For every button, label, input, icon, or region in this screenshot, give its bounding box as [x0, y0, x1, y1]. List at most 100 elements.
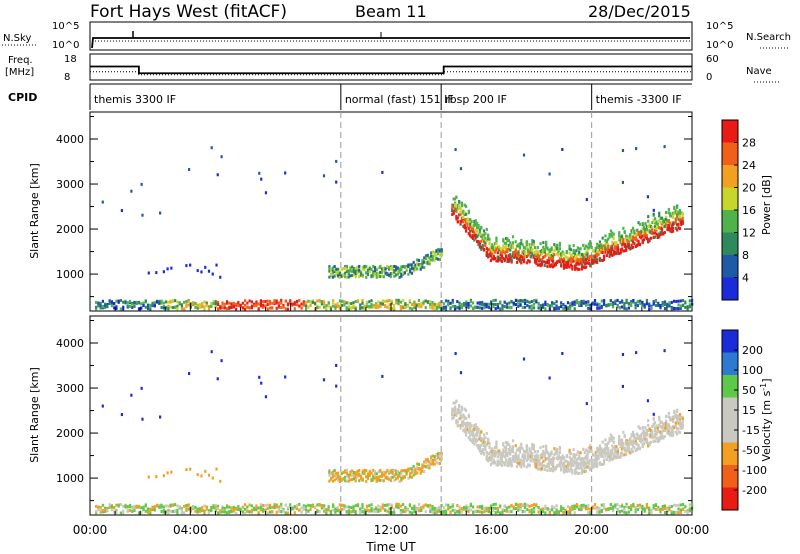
- power-cell: [522, 252, 526, 256]
- power-cell: [502, 246, 505, 250]
- velocity-cell: [455, 419, 458, 423]
- power-cell: [338, 306, 342, 310]
- power-cell: [347, 275, 350, 279]
- power-cell: [580, 263, 584, 267]
- velocity-cell: [532, 503, 536, 507]
- power-cell: [466, 224, 469, 228]
- velocity-cell: [211, 476, 214, 480]
- cpid-segment-label: rbsp 200 IF: [445, 93, 507, 106]
- velocity-cell: [506, 454, 509, 458]
- velocity-cell: [681, 420, 684, 424]
- velocity-cell: [377, 475, 380, 479]
- velocity-cell: [389, 479, 392, 483]
- power-cell: [423, 260, 426, 264]
- power-cell: [568, 245, 571, 249]
- power-cell: [417, 263, 421, 267]
- power-cell: [591, 249, 595, 253]
- power-cell: [560, 262, 563, 266]
- power-cell: [354, 269, 357, 273]
- power-cell: [678, 227, 682, 231]
- velocity-cell: [586, 465, 589, 469]
- velocity-cell: [524, 454, 527, 458]
- velocity-cell: [585, 455, 588, 459]
- velocity-cell: [516, 460, 519, 464]
- velocity-cell: [539, 453, 542, 457]
- velocity-cell: [459, 416, 462, 420]
- velocity-cell: [561, 457, 564, 461]
- sky-panel-frame: [89, 21, 693, 51]
- power-cell: [341, 303, 344, 307]
- velocity-cell: [663, 507, 667, 511]
- velocity-cell: [674, 421, 677, 425]
- power-cell: [651, 228, 654, 232]
- power-cell: [634, 236, 637, 240]
- velocity-cell: [539, 456, 542, 460]
- velocity-cell: [331, 473, 335, 477]
- nave-tick-bottom: 0: [706, 72, 712, 83]
- velocity-cell: [393, 507, 396, 511]
- power-cell: [359, 306, 362, 310]
- power-cell: [338, 272, 342, 276]
- velocity-cell: [471, 428, 475, 432]
- power-cell: [351, 273, 354, 277]
- power-cell: [629, 233, 632, 237]
- power-cell: [225, 301, 229, 305]
- velocity-cell: [578, 451, 581, 455]
- velocity-cell: [414, 467, 417, 471]
- velocity-cell: [618, 435, 621, 439]
- velocity-cell: [600, 510, 603, 514]
- velocity-cell: [453, 412, 457, 416]
- power-cell: [626, 235, 629, 239]
- velocity-cell: [569, 458, 573, 462]
- velocity-cell: [575, 466, 578, 470]
- velocity-cell: [368, 508, 371, 512]
- velocity-cell: [601, 448, 604, 452]
- velocity-cell: [205, 507, 208, 511]
- velocity-colorbar-swatch: [722, 487, 738, 510]
- power-cell: [618, 237, 621, 241]
- power-cell: [521, 251, 524, 255]
- power-cell: [671, 223, 675, 227]
- power-cell: [342, 267, 345, 271]
- power-cell: [627, 237, 630, 241]
- power-cell: [674, 211, 677, 215]
- power-cell: [431, 258, 435, 262]
- velocity-cell: [587, 446, 590, 450]
- power-cell: [545, 240, 548, 244]
- velocity-cell: [643, 509, 646, 513]
- power-cell: [478, 231, 481, 235]
- power-cell: [210, 301, 213, 305]
- velocity-cell: [517, 457, 520, 461]
- power-cell: [591, 259, 595, 263]
- velocity-colorbar-label: Velocity [m s-1]: [759, 378, 773, 461]
- power-cell: [440, 249, 443, 253]
- velocity-cell: [335, 471, 338, 475]
- power-cell: [487, 305, 491, 309]
- power-cell: [565, 262, 568, 266]
- velocity-cell: [640, 437, 643, 441]
- velocity-cell: [381, 505, 384, 509]
- power-cell: [451, 300, 454, 304]
- velocity-cell: [539, 511, 542, 515]
- velocity-cell: [608, 458, 611, 462]
- velocity-cell: [451, 407, 454, 411]
- velocity-cell: [528, 449, 531, 453]
- velocity-cell: [472, 505, 475, 509]
- velocity-cell: [502, 443, 505, 447]
- velocity-cell: [228, 509, 231, 513]
- power-cell: [510, 245, 513, 249]
- power-cell: [644, 232, 647, 236]
- power-cell: [344, 266, 347, 270]
- power-cell: [641, 303, 644, 307]
- power-cell: [246, 301, 249, 305]
- power-cell: [176, 304, 179, 308]
- velocity-cell: [667, 430, 670, 434]
- velocity-cell: [462, 424, 465, 428]
- velocity-cell: [681, 502, 685, 506]
- power-cell: [395, 300, 398, 304]
- power-cell: [470, 226, 473, 230]
- velocity-cell: [622, 443, 625, 447]
- power-cell: [625, 238, 628, 242]
- power-colorbar-swatch: [722, 232, 738, 255]
- power-cell: [458, 301, 461, 305]
